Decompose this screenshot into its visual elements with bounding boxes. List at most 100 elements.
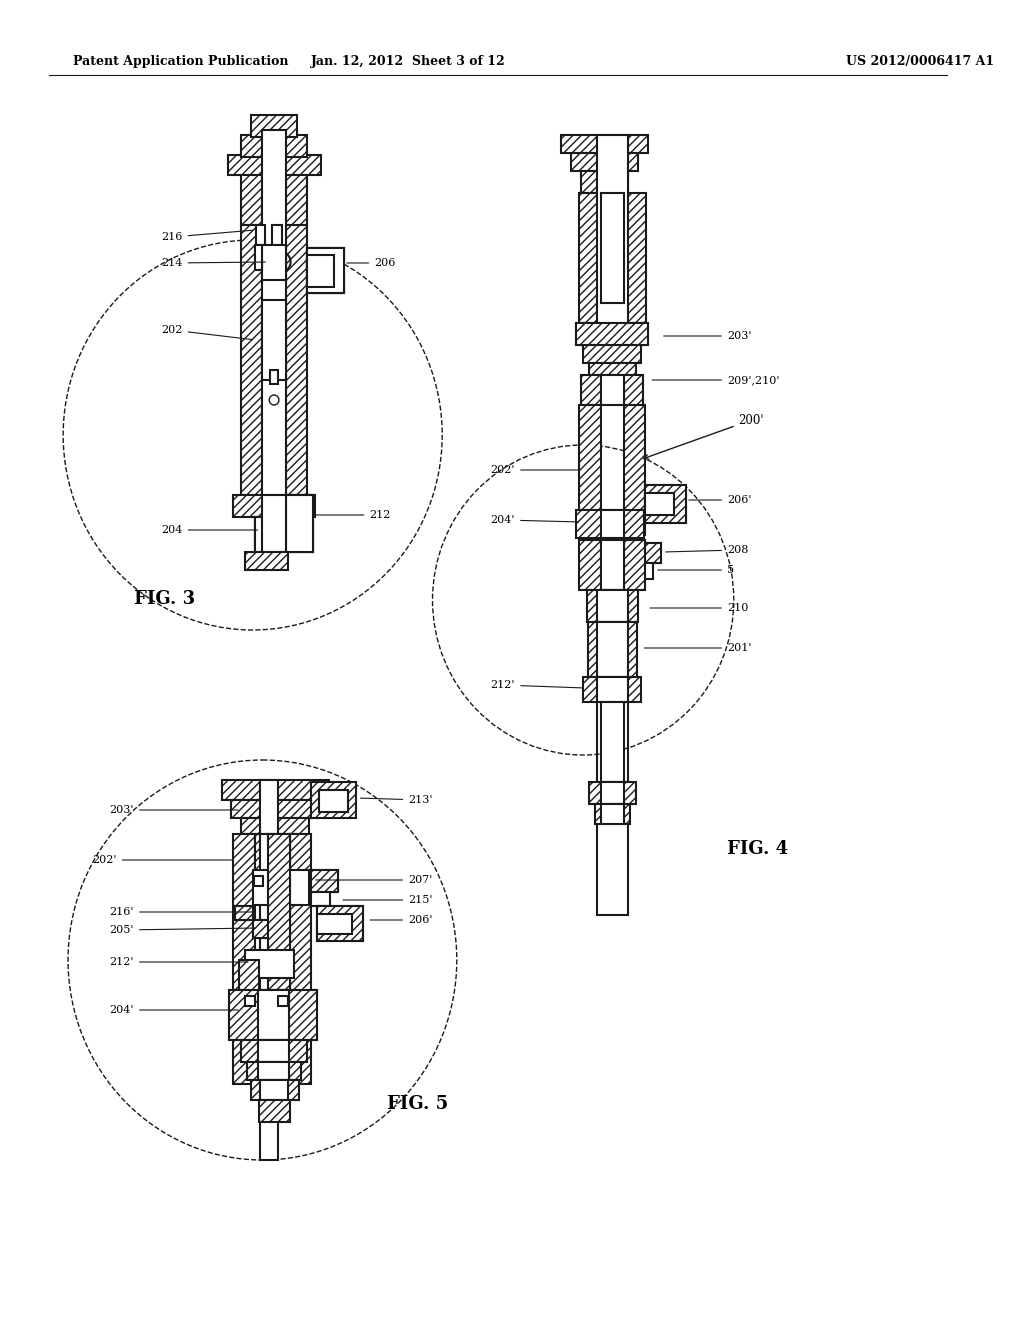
Bar bbox=[236, 906, 253, 920]
Bar bbox=[229, 990, 316, 1040]
Text: 202': 202' bbox=[92, 855, 232, 865]
Bar bbox=[601, 193, 624, 304]
Bar bbox=[286, 495, 313, 552]
Text: 203': 203' bbox=[110, 805, 239, 814]
Bar bbox=[241, 224, 262, 495]
Text: 204': 204' bbox=[490, 515, 579, 525]
Bar bbox=[251, 115, 297, 137]
Bar bbox=[258, 990, 289, 1040]
Text: Jan. 12, 2012  Sheet 3 of 12: Jan. 12, 2012 Sheet 3 of 12 bbox=[311, 55, 506, 69]
Bar bbox=[624, 405, 645, 535]
Bar bbox=[255, 517, 282, 552]
Bar bbox=[601, 540, 624, 590]
Text: FIG. 4: FIG. 4 bbox=[727, 840, 788, 858]
Bar bbox=[241, 165, 262, 224]
Bar bbox=[272, 224, 282, 246]
Bar bbox=[624, 375, 643, 405]
Bar bbox=[583, 345, 641, 363]
Bar bbox=[280, 834, 290, 1084]
Bar bbox=[233, 495, 315, 517]
Bar bbox=[245, 552, 288, 570]
Bar bbox=[583, 345, 641, 363]
Text: 202': 202' bbox=[490, 465, 579, 475]
Bar bbox=[580, 540, 601, 590]
Bar bbox=[241, 818, 309, 834]
Bar bbox=[221, 780, 329, 800]
Bar bbox=[316, 906, 364, 941]
Bar bbox=[255, 246, 262, 271]
Bar bbox=[247, 1063, 301, 1080]
Bar bbox=[588, 622, 637, 677]
Bar bbox=[233, 495, 315, 517]
Bar bbox=[251, 1080, 299, 1100]
Bar bbox=[645, 484, 686, 523]
Bar bbox=[597, 135, 628, 915]
Bar bbox=[311, 870, 338, 892]
Bar bbox=[268, 834, 290, 1094]
Bar bbox=[290, 834, 311, 1084]
Bar bbox=[245, 552, 288, 570]
Bar bbox=[645, 492, 675, 515]
Bar bbox=[260, 780, 278, 1160]
Bar bbox=[626, 543, 660, 564]
Text: 207': 207' bbox=[315, 875, 432, 884]
Text: 201': 201' bbox=[644, 643, 752, 653]
Bar bbox=[587, 590, 638, 622]
Bar bbox=[580, 193, 601, 323]
Bar bbox=[577, 323, 648, 345]
Bar bbox=[597, 677, 628, 702]
Text: 212': 212' bbox=[490, 680, 583, 690]
Bar bbox=[255, 517, 282, 552]
Bar bbox=[580, 540, 601, 590]
Bar bbox=[582, 172, 628, 193]
Bar bbox=[307, 248, 344, 293]
Bar bbox=[624, 540, 645, 590]
Bar bbox=[233, 834, 255, 1084]
Bar bbox=[268, 834, 290, 1094]
Text: 215': 215' bbox=[343, 895, 433, 906]
Bar bbox=[316, 913, 352, 935]
Bar bbox=[286, 495, 313, 552]
Bar bbox=[311, 892, 331, 906]
Bar bbox=[589, 781, 636, 804]
Bar bbox=[236, 906, 253, 920]
Bar bbox=[221, 780, 329, 800]
Bar bbox=[595, 804, 630, 824]
Text: 5: 5 bbox=[657, 565, 734, 576]
Bar bbox=[624, 540, 645, 590]
Bar bbox=[587, 590, 638, 622]
Bar bbox=[588, 622, 637, 677]
Bar bbox=[625, 193, 646, 323]
Bar bbox=[580, 193, 601, 323]
Bar bbox=[241, 818, 309, 834]
Bar bbox=[645, 484, 686, 523]
Bar bbox=[239, 960, 258, 995]
Bar bbox=[577, 510, 644, 539]
Bar bbox=[589, 363, 636, 375]
Bar bbox=[286, 495, 313, 552]
Bar bbox=[239, 960, 258, 995]
Bar bbox=[595, 804, 630, 824]
Bar bbox=[247, 1063, 301, 1080]
Bar bbox=[258, 1063, 289, 1080]
Bar bbox=[597, 622, 628, 677]
Text: 204: 204 bbox=[162, 525, 258, 535]
Bar bbox=[311, 781, 355, 818]
Bar bbox=[307, 248, 344, 293]
Bar bbox=[601, 510, 624, 539]
Bar bbox=[571, 153, 638, 172]
Text: FIG. 5: FIG. 5 bbox=[387, 1096, 449, 1113]
Bar bbox=[241, 165, 262, 224]
Bar bbox=[245, 997, 255, 1006]
Bar bbox=[601, 702, 624, 781]
Bar bbox=[236, 906, 253, 920]
Bar bbox=[280, 834, 290, 1084]
Bar bbox=[253, 920, 280, 939]
Bar bbox=[626, 543, 660, 564]
Bar bbox=[241, 224, 262, 495]
Bar bbox=[577, 323, 648, 345]
Bar bbox=[255, 517, 282, 552]
Text: 200': 200' bbox=[644, 413, 764, 459]
Text: FIG. 3: FIG. 3 bbox=[134, 590, 196, 609]
Bar bbox=[580, 405, 601, 535]
